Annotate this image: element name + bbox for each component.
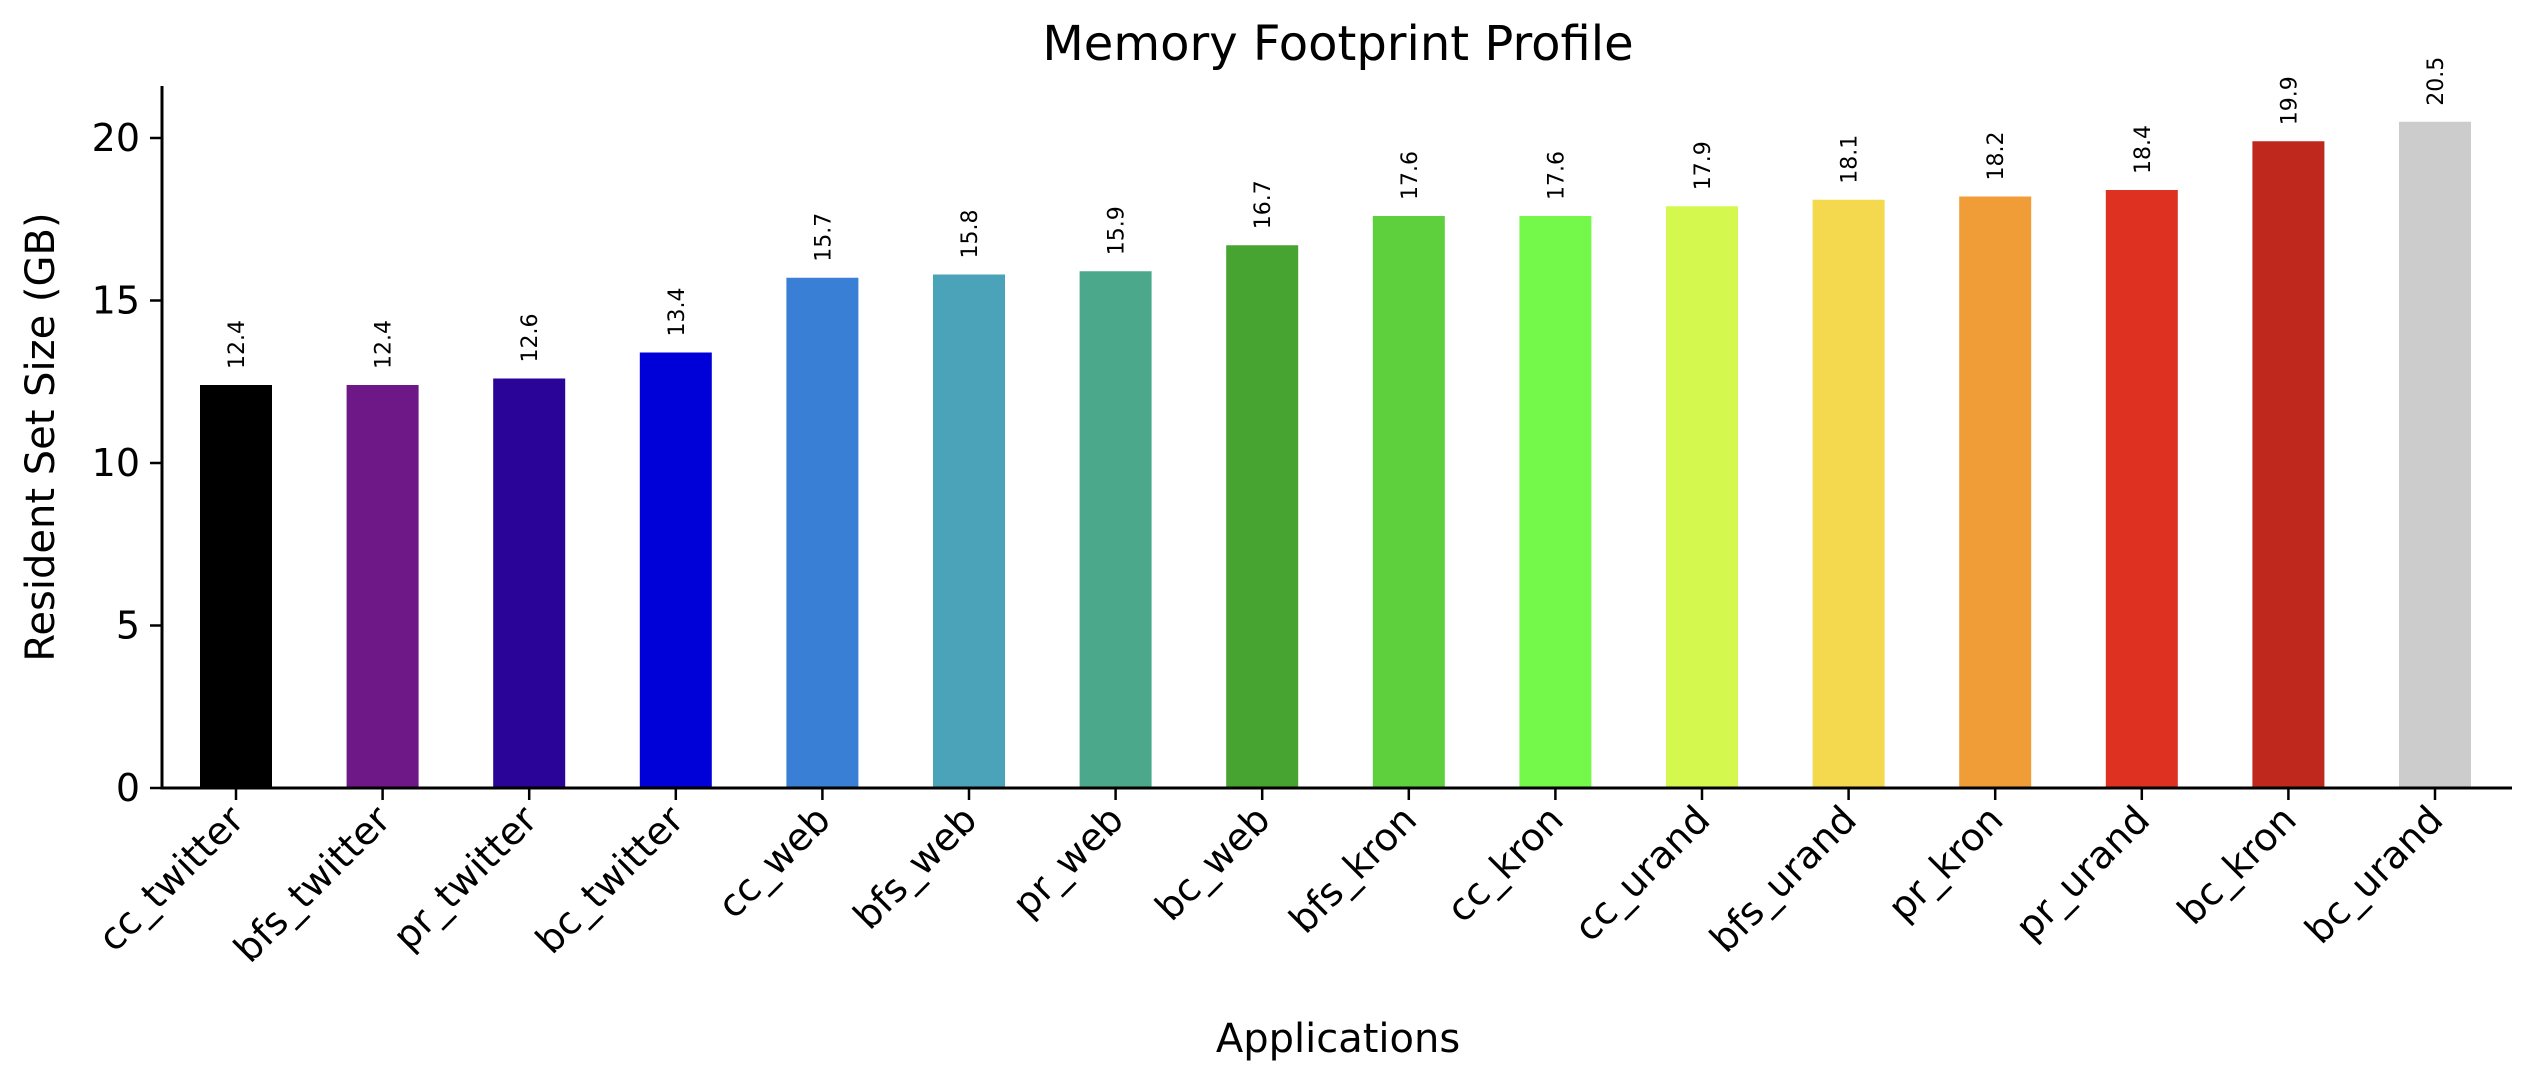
- bar-bc_urand: [2399, 121, 2471, 788]
- bar-bfs_web: [933, 274, 1005, 788]
- data-label-pr_web: 15.9: [1105, 206, 1130, 255]
- x-axis: cc_twitterbfs_twitterpr_twitterbc_twitte…: [90, 788, 2451, 971]
- bars-group: [200, 121, 2471, 788]
- data-label-cc_urand: 17.9: [1691, 141, 1716, 190]
- y-tick-label-15: 15: [92, 279, 140, 323]
- bar-pr_twitter: [493, 378, 566, 788]
- x-tick-label-pr_web: pr_web: [1004, 797, 1132, 925]
- bar-bfs_twitter: [346, 385, 419, 788]
- x-tick-label-cc_kron: cc_kron: [1438, 797, 1572, 931]
- x-axis-title: Applications: [1216, 1016, 1460, 1062]
- bar-cc_kron: [1519, 216, 1592, 788]
- y-tick-label-10: 10: [92, 441, 140, 485]
- y-tick-label-5: 5: [116, 604, 140, 648]
- data-label-bc_twitter: 13.4: [665, 288, 690, 337]
- data-label-bc_urand: 20.5: [2424, 57, 2449, 106]
- y-axis-title: Resident Set Size (GB): [18, 212, 64, 661]
- data-label-bfs_web: 15.8: [958, 210, 983, 259]
- x-tick-label-pr_twitter: pr_twitter: [384, 797, 546, 959]
- x-tick-label-bc_kron: bc_kron: [2169, 797, 2305, 933]
- data-label-cc_web: 15.7: [811, 213, 836, 262]
- data-label-bfs_kron: 17.6: [1398, 151, 1423, 200]
- x-tick-label-pr_kron: pr_kron: [1879, 797, 2011, 929]
- x-tick-label-bc_twitter: bc_twitter: [527, 797, 692, 962]
- bar-bfs_kron: [1372, 216, 1445, 788]
- bar-cc_web: [786, 277, 859, 788]
- x-tick-label-bfs_web: bfs_web: [845, 797, 986, 938]
- bar-cc_urand: [1666, 206, 1738, 788]
- y-tick-label-0: 0: [116, 766, 140, 810]
- bar-pr_web: [1079, 271, 1152, 788]
- y-axis: 0 5 10 15 20: [92, 116, 162, 810]
- bar-cc_twitter: [200, 385, 272, 788]
- bar-bc_kron: [2252, 141, 2325, 788]
- x-tick-label-cc_web: cc_web: [709, 797, 839, 927]
- data-label-pr_urand: 18.4: [2131, 125, 2156, 174]
- x-tick-label-cc_urand: cc_urand: [1566, 797, 1719, 950]
- x-tick-label-pr_urand: pr_urand: [2007, 797, 2158, 948]
- data-labels-group: 12.4 12.4 12.6 13.4 15.7 15.8 15.9 16.7 17.6 17.6…: [225, 57, 2449, 369]
- data-label-cc_twitter: 12.4: [225, 320, 250, 369]
- data-label-cc_kron: 17.6: [1544, 151, 1569, 200]
- x-tick-label-bc_web: bc_web: [1147, 797, 1279, 929]
- bar-pr_urand: [2105, 190, 2178, 788]
- x-tick-label-bfs_urand: bfs_urand: [1701, 797, 1865, 961]
- data-label-bfs_twitter: 12.4: [372, 320, 397, 369]
- x-tick-label-bfs_twitter: bfs_twitter: [225, 797, 399, 971]
- x-tick-label-bfs_kron: bfs_kron: [1281, 797, 1426, 942]
- bar-pr_kron: [1959, 196, 2032, 788]
- x-tick-label-cc_twitter: cc_twitter: [90, 797, 253, 960]
- x-tick-label-bc_urand: bc_urand: [2296, 797, 2451, 952]
- data-label-pr_twitter: 12.6: [518, 314, 543, 363]
- y-tick-label-20: 20: [92, 116, 140, 160]
- bar-bc_twitter: [639, 352, 712, 788]
- bar-bc_web: [1226, 245, 1299, 788]
- data-label-bc_kron: 19.9: [2277, 76, 2302, 125]
- bar-bfs_urand: [1812, 199, 1885, 788]
- chart-title: Memory Footprint Profile: [1042, 16, 1633, 72]
- data-label-bc_web: 16.7: [1251, 180, 1276, 229]
- data-label-pr_kron: 18.2: [1984, 132, 2009, 181]
- data-label-bfs_urand: 18.1: [1838, 135, 1863, 184]
